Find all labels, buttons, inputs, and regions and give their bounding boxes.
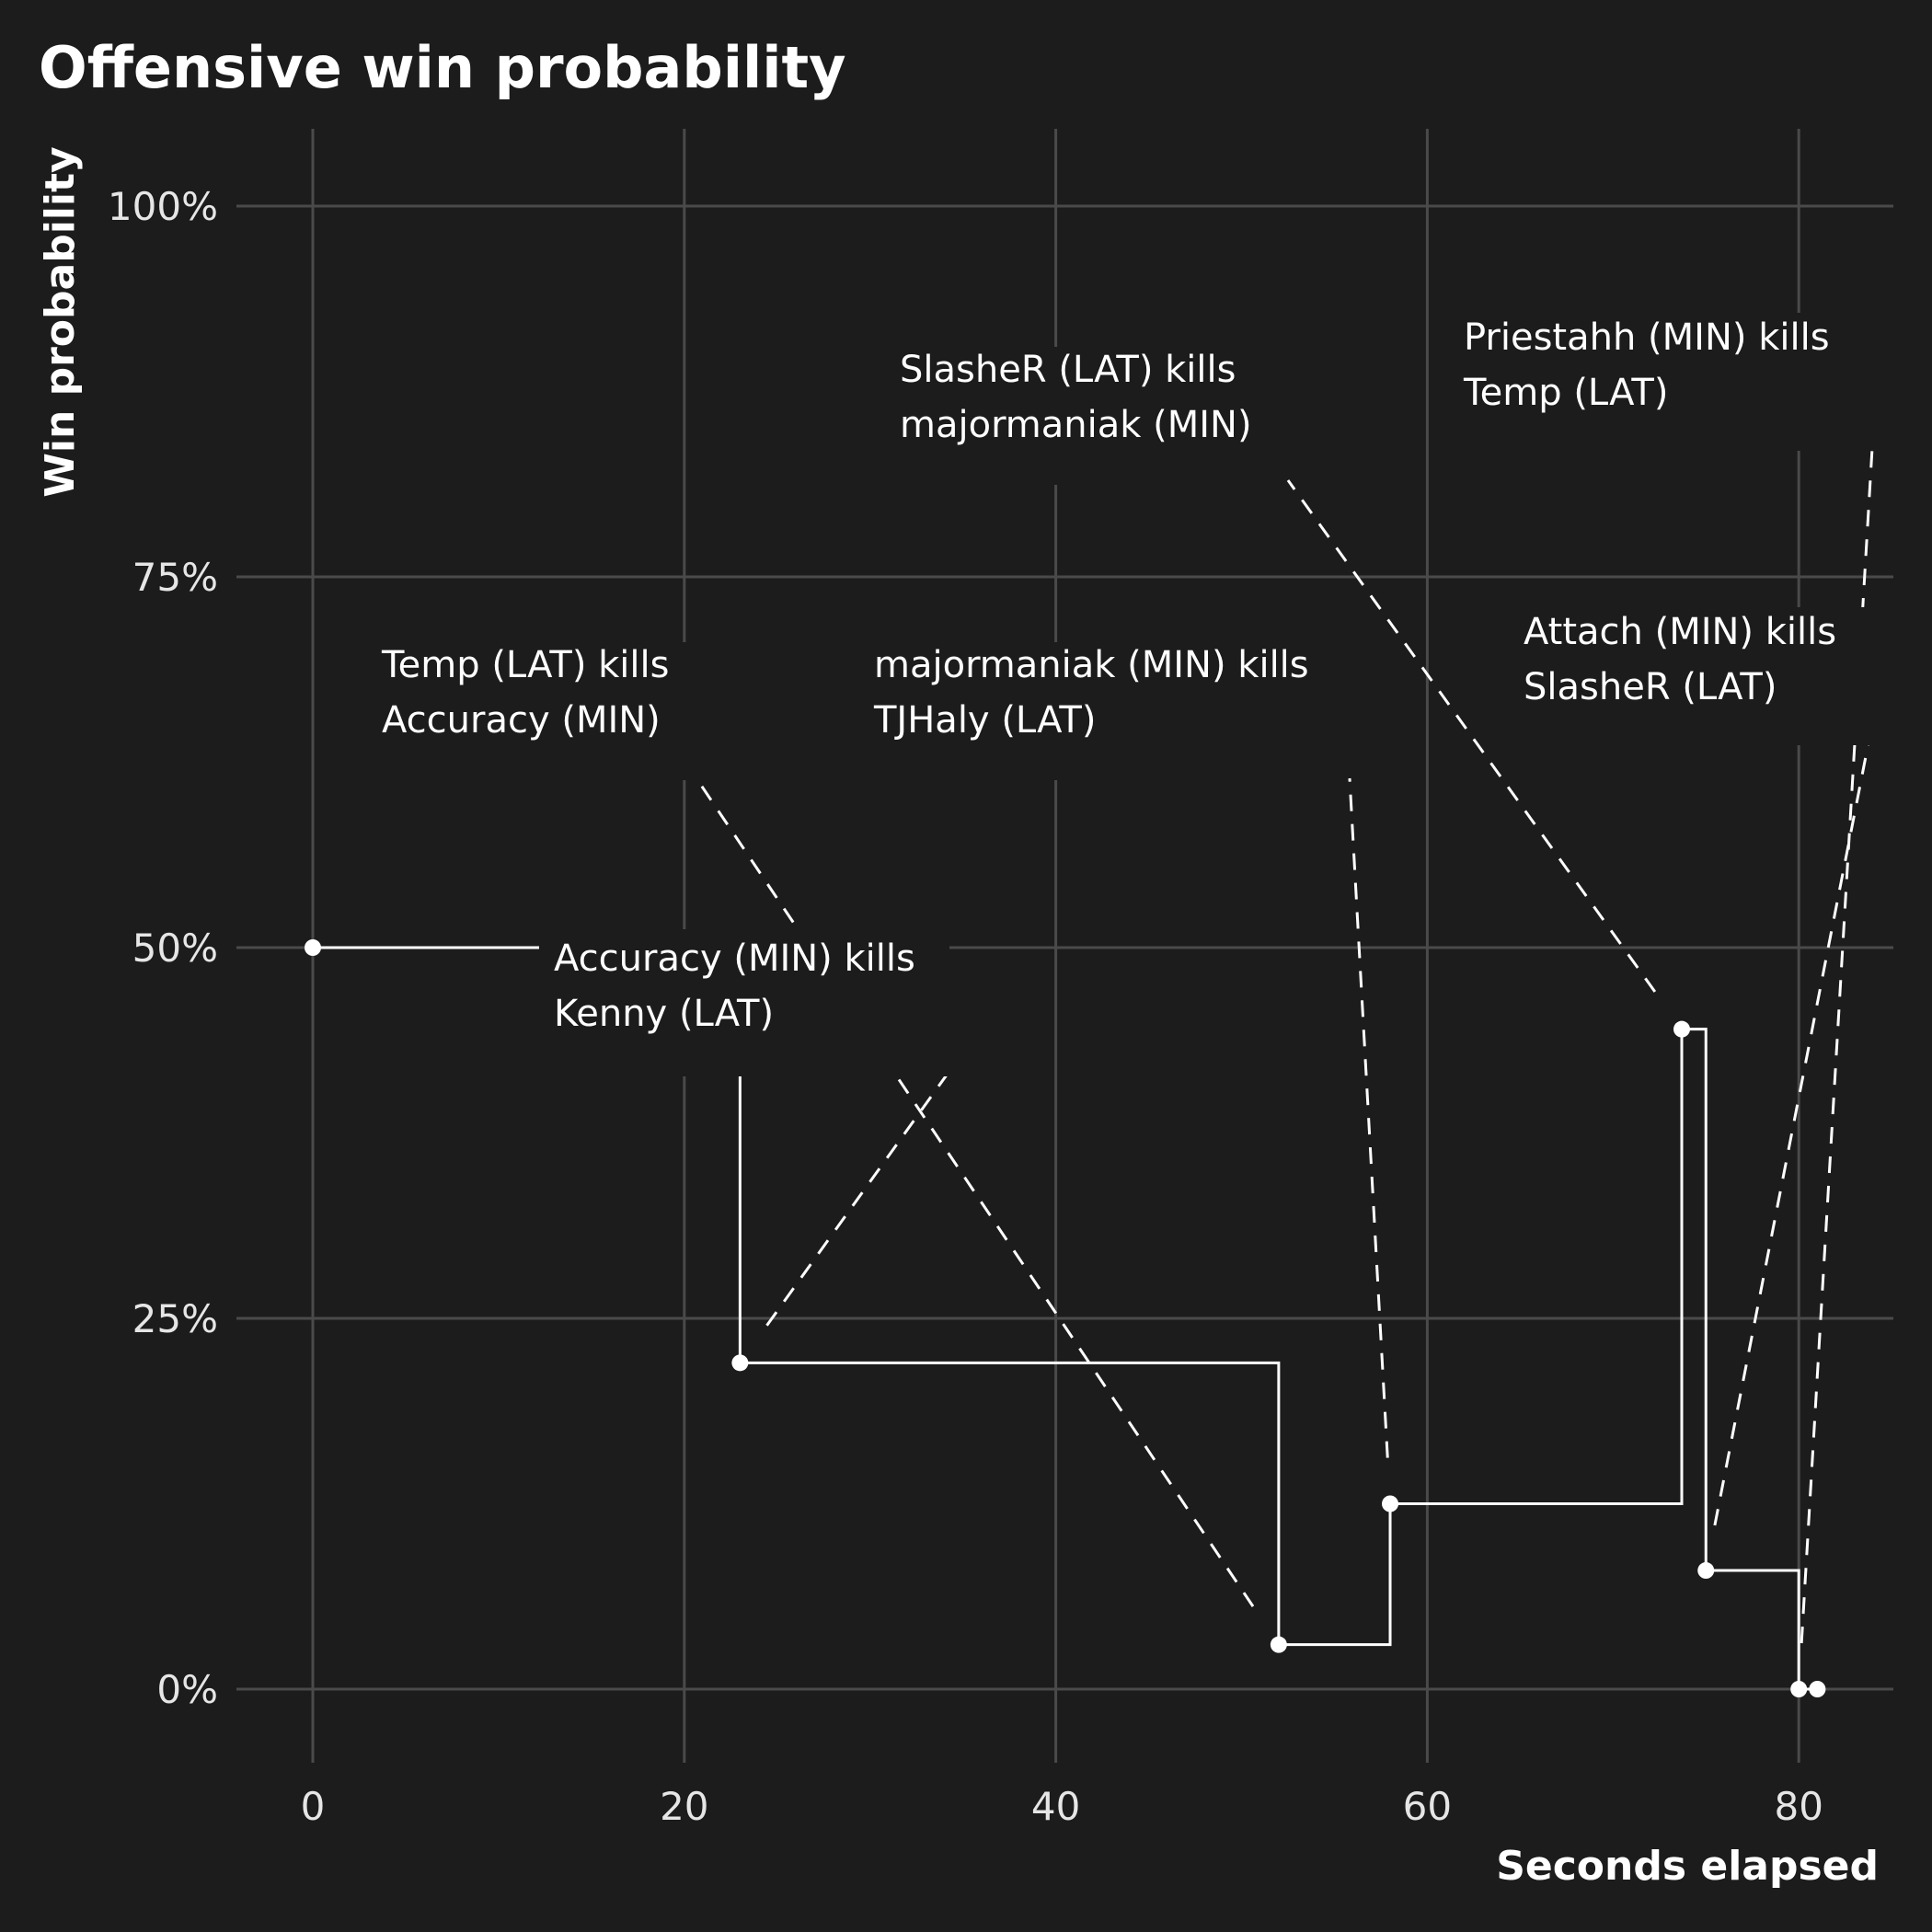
x-axis-title: Seconds elapsed bbox=[1496, 1843, 1879, 1890]
annotation-label: majormaniak (MIN) bbox=[900, 404, 1252, 446]
annotation-label: Temp (LAT) kills bbox=[381, 644, 669, 686]
x-tick-label: 80 bbox=[1774, 1784, 1823, 1829]
annotation-label: TJHaly (LAT) bbox=[873, 699, 1096, 742]
annotation-label: SlasheR (LAT) kills bbox=[900, 349, 1236, 391]
y-tick-label: 75% bbox=[132, 555, 218, 600]
annotation-label: Priestahh (MIN) kills bbox=[1464, 316, 1830, 359]
annotation-leader bbox=[1713, 737, 1871, 1526]
data-point bbox=[1673, 1020, 1691, 1038]
annotation-label: Kenny (LAT) bbox=[554, 993, 774, 1035]
annotation-label-background bbox=[1449, 313, 1881, 451]
y-tick-label: 100% bbox=[108, 184, 218, 229]
data-point bbox=[731, 1354, 749, 1372]
y-axis-title: Win probability bbox=[37, 146, 84, 497]
x-tick-label: 40 bbox=[1031, 1784, 1080, 1829]
annotations: Accuracy (MIN) kills Kenny (LAT) Temp (LAT… bbox=[368, 313, 1881, 1076]
x-tick-label: 60 bbox=[1403, 1784, 1452, 1829]
win-probability-series bbox=[313, 946, 1818, 1691]
data-point bbox=[1697, 1562, 1715, 1580]
axis-ticks: 0 20 40 60 80 0% 25% 50% 75% 100% bbox=[108, 184, 1823, 1829]
annotation-label: SlasheR (LAT) bbox=[1524, 666, 1777, 708]
annotation-label: Accuracy (MIN) bbox=[382, 699, 661, 742]
y-tick-label: 0% bbox=[156, 1667, 218, 1712]
annotation-leader bbox=[1800, 447, 1874, 1644]
annotation-label: Accuracy (MIN) kills bbox=[554, 937, 915, 980]
y-tick-label: 25% bbox=[132, 1296, 218, 1341]
annotation-leader bbox=[1348, 777, 1389, 1458]
annotation-label: Temp (LAT) bbox=[1463, 372, 1668, 414]
annotation-leaders bbox=[695, 447, 1874, 1644]
annotation-label: Attach (MIN) kills bbox=[1524, 611, 1836, 653]
annotation-leader bbox=[765, 1073, 949, 1327]
step-line bbox=[313, 946, 1818, 1691]
annotation-label-background bbox=[368, 642, 692, 780]
data-point bbox=[305, 939, 321, 956]
annotation-label: majormaniak (MIN) kills bbox=[874, 644, 1309, 686]
x-tick-label: 20 bbox=[660, 1784, 708, 1829]
annotation-label-background bbox=[885, 347, 1282, 485]
annotation-label-background bbox=[539, 929, 949, 1076]
data-points bbox=[305, 939, 1826, 1697]
data-point bbox=[1270, 1636, 1287, 1653]
annotation-label-background bbox=[1509, 607, 1877, 745]
data-point bbox=[1382, 1495, 1399, 1512]
x-tick-label: 0 bbox=[301, 1784, 326, 1829]
data-point bbox=[1790, 1681, 1808, 1697]
annotation-label-background bbox=[857, 642, 1347, 780]
chart-title: Offensive win probability bbox=[39, 34, 846, 101]
y-tick-label: 50% bbox=[132, 926, 218, 971]
data-point bbox=[1809, 1681, 1826, 1697]
annotation-leader bbox=[695, 777, 1255, 1607]
